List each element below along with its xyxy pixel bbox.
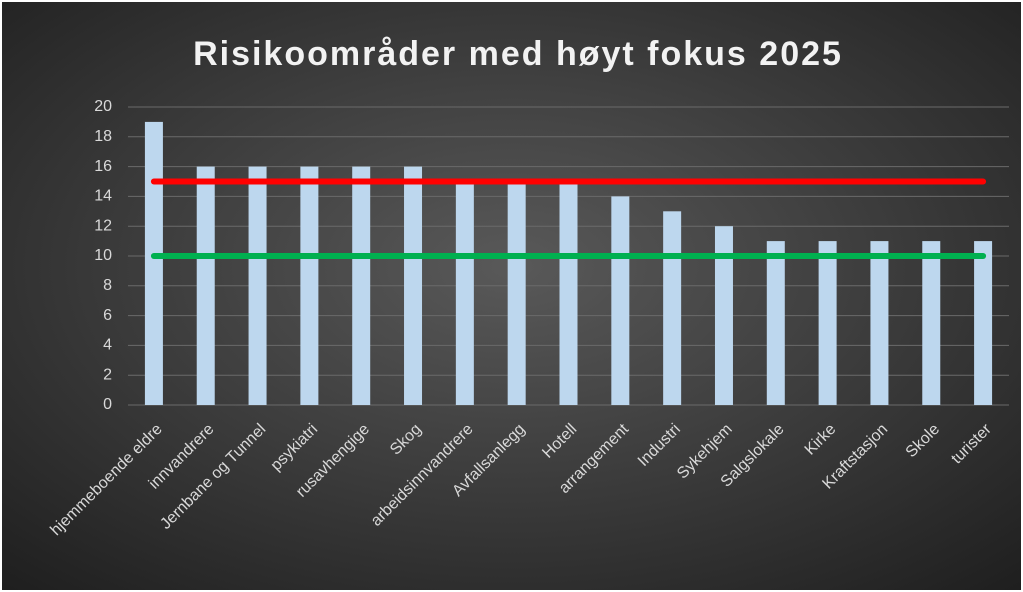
bar bbox=[248, 166, 267, 405]
bar bbox=[870, 241, 889, 405]
bar bbox=[611, 196, 630, 405]
bar bbox=[974, 241, 993, 405]
y-tick-label: 4 bbox=[103, 337, 112, 354]
chart-title: Risikoområder med høyt fokus 2025 bbox=[193, 35, 843, 73]
y-tick-label: 16 bbox=[94, 158, 112, 175]
bar bbox=[507, 181, 526, 405]
y-tick-label: 12 bbox=[94, 217, 112, 234]
bar bbox=[352, 166, 371, 405]
bar bbox=[300, 166, 319, 405]
bar bbox=[766, 241, 785, 405]
y-tick-label: 6 bbox=[103, 307, 112, 324]
y-tick-label: 14 bbox=[94, 188, 112, 205]
bar bbox=[714, 226, 733, 405]
y-tick-label: 18 bbox=[94, 128, 112, 145]
bar bbox=[404, 166, 423, 405]
y-tick-label: 10 bbox=[94, 247, 112, 264]
bar bbox=[663, 211, 682, 405]
bar bbox=[144, 121, 163, 406]
y-tick-label: 2 bbox=[103, 366, 112, 383]
bar bbox=[196, 166, 215, 405]
y-tick-label: 8 bbox=[103, 277, 112, 294]
bar bbox=[818, 241, 837, 405]
y-tick-label: 0 bbox=[103, 396, 112, 413]
y-tick-label: 20 bbox=[94, 98, 112, 115]
bar bbox=[559, 181, 578, 405]
bar bbox=[455, 181, 474, 405]
bar bbox=[922, 241, 941, 405]
